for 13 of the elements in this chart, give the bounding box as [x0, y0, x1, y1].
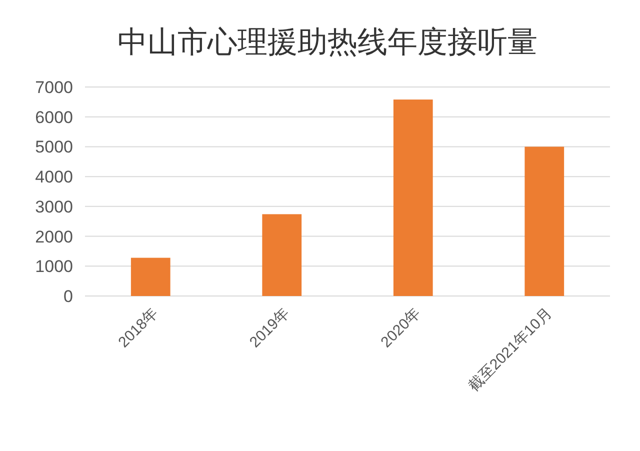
bar [262, 214, 302, 296]
y-tick-label: 1000 [35, 257, 73, 276]
bar [393, 100, 433, 296]
y-tick-label: 3000 [35, 197, 73, 216]
chart-title: 中山市心理援助热线年度接听量 [118, 26, 538, 59]
y-tick-label: 7000 [35, 78, 73, 97]
y-tick-label: 5000 [35, 138, 73, 157]
y-tick-label: 4000 [35, 168, 73, 187]
y-tick-label: 2000 [35, 227, 73, 246]
y-tick-label: 6000 [35, 108, 73, 127]
bar [524, 146, 564, 296]
y-tick-label: 0 [64, 287, 73, 306]
bar [130, 258, 170, 296]
